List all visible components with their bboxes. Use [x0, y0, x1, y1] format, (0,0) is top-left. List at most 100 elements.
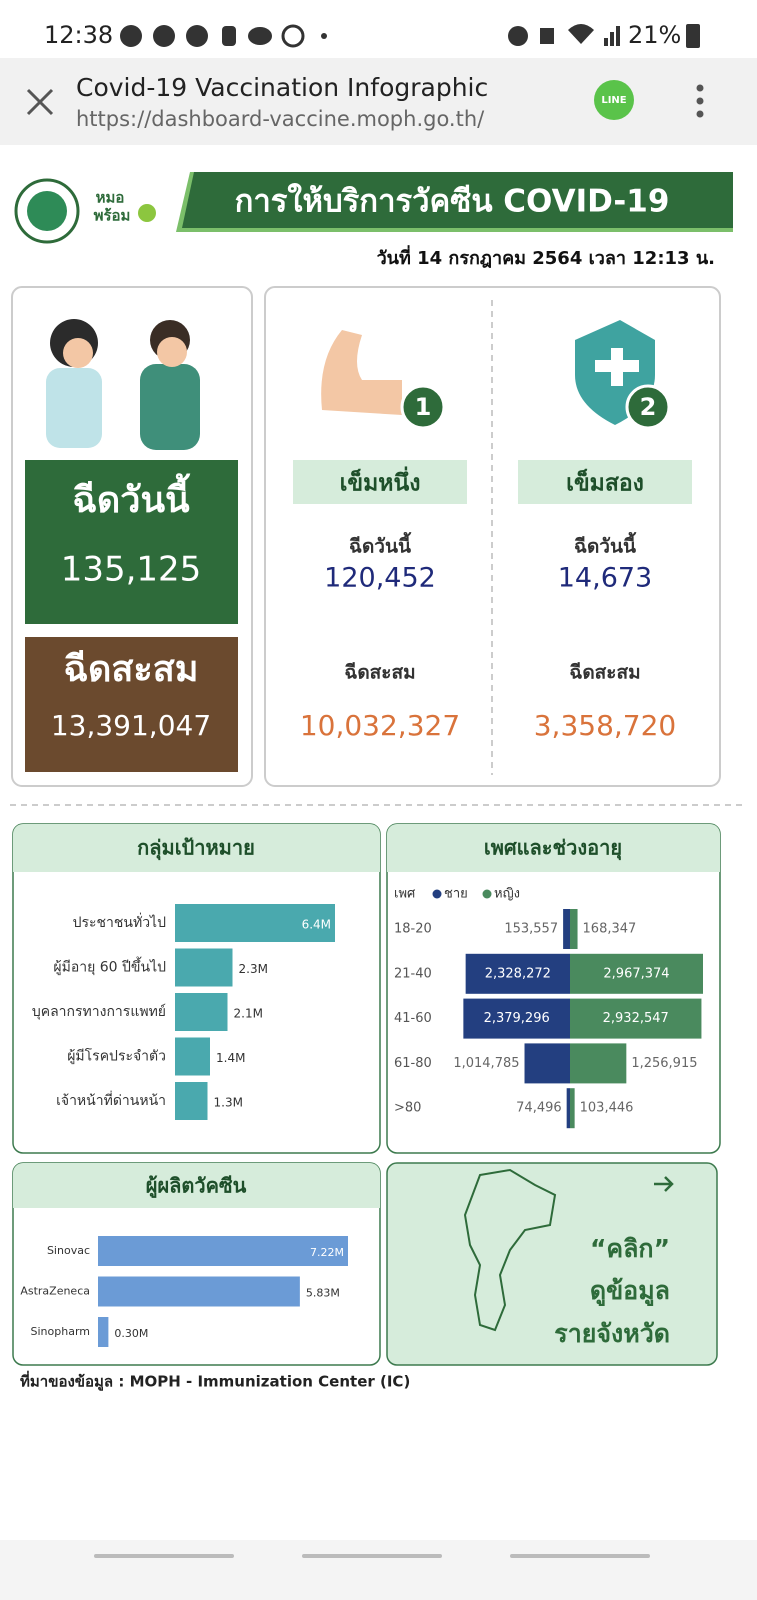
value-label: 168,347 — [583, 922, 637, 937]
card-title: เพศและช่วงอายุ — [484, 836, 622, 861]
dose-today-value: 14,673 — [558, 563, 652, 594]
province-map-card[interactable] — [386, 1162, 718, 1366]
share-line[interactable] — [594, 80, 634, 120]
bar — [98, 1317, 109, 1347]
value-label: 2,379,296 — [484, 1011, 550, 1026]
app-logo-line: หมอ — [96, 189, 125, 207]
value-label: 0.30M — [114, 1327, 148, 1340]
dose-cumulative-label: ฉีดสะสม — [344, 662, 415, 684]
dose-label-box — [518, 460, 692, 504]
dose-label: เข็มหนึ่ง — [340, 466, 421, 497]
map-card-text: รายจังหวัด — [554, 1319, 670, 1348]
dose-cumulative-label: ฉีดสะสม — [569, 662, 640, 684]
dose-badge-number: 2 — [640, 393, 657, 421]
category-label: Sinopharm — [31, 1325, 90, 1338]
bar — [463, 998, 570, 1039]
share-line-label[interactable]: LINE — [601, 95, 626, 106]
bar — [175, 993, 228, 1031]
value-label: 1.3M — [214, 1096, 243, 1110]
dose-label-box — [293, 460, 467, 504]
bar — [570, 998, 702, 1039]
gender-card-header — [387, 824, 720, 872]
app-logo-icon — [138, 204, 156, 222]
notification-icons — [120, 24, 327, 48]
bar — [465, 953, 570, 994]
age-label: >80 — [394, 1101, 421, 1116]
page-title: Covid-19 Vaccination Infographic — [76, 73, 488, 102]
app-logo-line: พร้อม — [94, 207, 131, 225]
update-date: วันที่ 14 กรกฎาคม 2564 เวลา 12:13 น. — [377, 245, 715, 269]
menu-button[interactable] — [696, 84, 704, 118]
page-url: https://dashboard-vaccine.moph.go.th/ — [76, 107, 485, 131]
dose-label: เข็มสอง — [566, 468, 644, 497]
age-label: 21-40 — [394, 966, 432, 981]
category-label: เจ้าหน้าที่ด่านหน้า — [56, 1091, 166, 1109]
close-button[interactable] — [26, 88, 54, 116]
dose-badge-number: 1 — [415, 393, 432, 421]
dose-today-label: ฉีดวันนี้ — [574, 532, 637, 558]
bar — [175, 1037, 210, 1076]
bar — [98, 1236, 348, 1266]
age-label: 41-60 — [394, 1011, 432, 1026]
banner — [182, 172, 733, 228]
legend-title: เพศ — [394, 887, 416, 902]
map-card-text: ดูข้อมูล — [590, 1276, 670, 1307]
age-label: 61-80 — [394, 1056, 432, 1071]
value-label: 1.4M — [216, 1051, 245, 1065]
system-icons — [508, 24, 700, 48]
bar — [570, 909, 578, 949]
bar — [563, 909, 570, 949]
value-label: 6.4M — [302, 918, 331, 932]
bar — [524, 1043, 570, 1084]
today-box — [25, 460, 238, 624]
dose-today-label: ฉีดวันนี้ — [349, 532, 412, 558]
value-label: 2,328,272 — [485, 966, 551, 981]
value-label: 103,446 — [580, 1101, 634, 1116]
dose-cumulative-value: 3,358,720 — [534, 709, 677, 742]
value-label: 153,557 — [504, 922, 558, 937]
dose-today-value: 120,452 — [324, 563, 436, 594]
bar — [175, 904, 335, 942]
category-label: บุคลากรทางการแพทย์ — [32, 1003, 166, 1020]
dose-badge — [400, 384, 446, 430]
arrow-icon — [654, 1176, 674, 1192]
thailand-map — [463, 1168, 557, 1332]
data-source: ที่มาของข้อมูล : MOPH - Immunization Cen… — [20, 1371, 410, 1392]
age-label: 18-20 — [394, 922, 432, 937]
value-label: 5.83M — [306, 1287, 340, 1300]
cumulative-value: 13,391,047 — [51, 709, 211, 742]
value-label: 1,014,785 — [453, 1056, 519, 1071]
bar — [175, 948, 233, 987]
category-label: ผู้มีโรคประจำตัว — [67, 1048, 166, 1065]
legend-label: ชาย — [444, 887, 468, 902]
value-label: 2,967,374 — [603, 966, 669, 981]
bar — [98, 1276, 300, 1307]
clock: 12:38 — [44, 21, 113, 49]
today-label: ฉีดวันนี้ — [72, 473, 190, 521]
card-title: ผู้ผลิตวัคซีน — [146, 1174, 247, 1200]
category-label: Sinovac — [47, 1244, 90, 1257]
value-label: 2,932,547 — [603, 1011, 669, 1026]
shield-cross — [595, 348, 639, 386]
target-card-header — [13, 824, 380, 872]
battery-level: 21% — [628, 21, 681, 49]
value-label: 74,496 — [516, 1101, 562, 1116]
main-title: การให้บริการวัคซีน COVID-19 — [235, 183, 670, 220]
category-label: ประชาชนทั่วไป — [73, 913, 166, 931]
value-label: 2.1M — [234, 1007, 263, 1021]
ministry-logo-inner — [27, 191, 67, 231]
dose-badge — [625, 384, 671, 430]
cumulative-label: ฉีดสะสม — [64, 649, 199, 690]
legend-swatch — [432, 889, 442, 899]
legend-label: หญิง — [494, 887, 520, 902]
manufacturer-card-header — [13, 1163, 380, 1208]
bar — [570, 1088, 575, 1129]
arm-illustration — [321, 330, 402, 415]
map-card-text: “คลิก” — [590, 1234, 670, 1263]
category-label: ผู้มีอายุ 60 ปีขึ้นไป — [53, 957, 166, 976]
today-value: 135,125 — [61, 550, 202, 590]
bar — [570, 953, 703, 994]
card-title: กลุ่มเป้าหมาย — [137, 836, 255, 861]
